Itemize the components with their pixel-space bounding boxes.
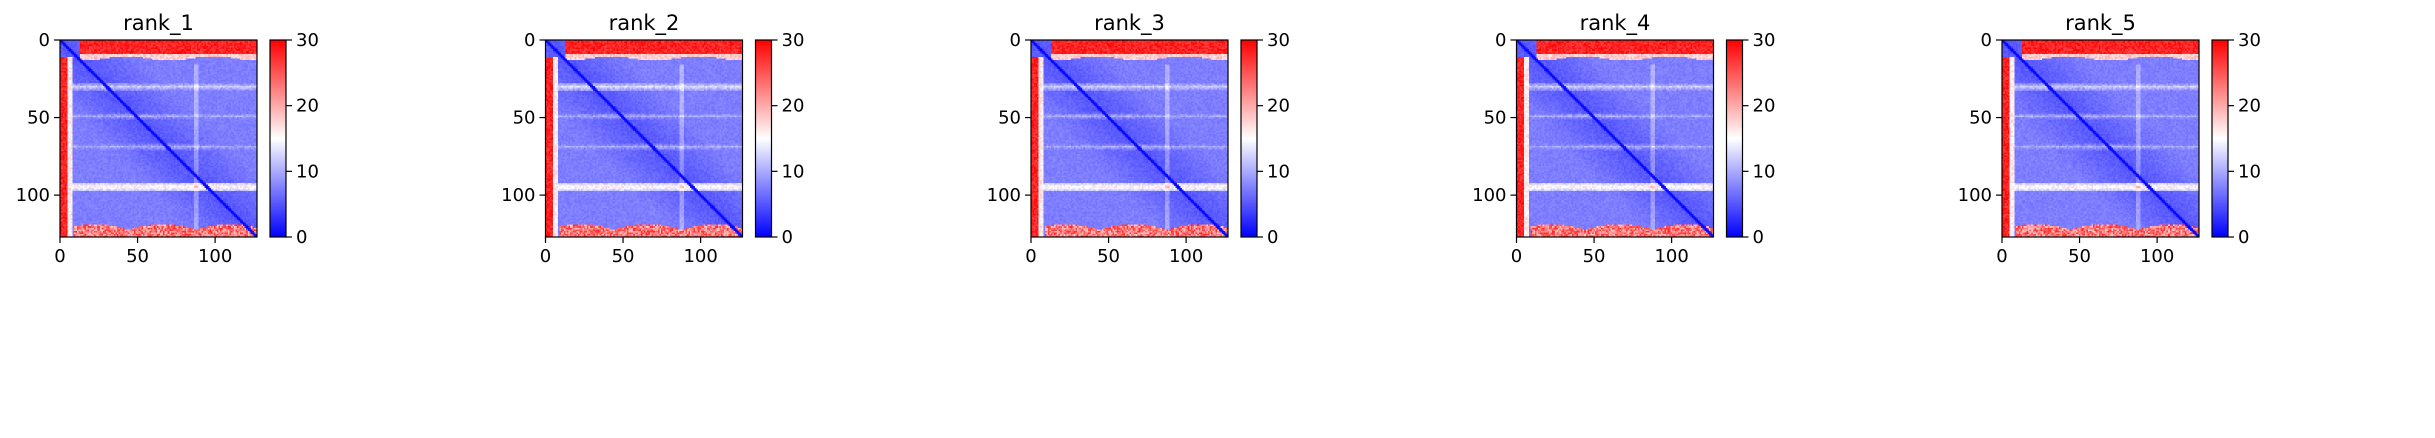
x-tick-label: 100 xyxy=(198,246,232,267)
x-tick-label: 100 xyxy=(683,246,717,267)
axes-frame xyxy=(1515,39,1715,238)
y-tick-label: 50 xyxy=(998,108,1021,129)
x-tick-label: 0 xyxy=(1025,246,1036,267)
axes-frame xyxy=(59,39,258,238)
x-tick-label: 100 xyxy=(1169,246,1203,267)
colorbar-tick-label: 0 xyxy=(296,227,307,248)
colorbar xyxy=(1240,39,1258,238)
y-tick-label: 50 xyxy=(1969,108,1992,129)
axes-frame xyxy=(2001,39,2200,238)
y-tick-label: 50 xyxy=(513,108,536,129)
x-tick-label: 0 xyxy=(1996,246,2007,267)
colorbar-tick-label: 10 xyxy=(1753,161,1776,182)
subplot-2: rank_2 0 50 100 0 50 100 0 10 20 30 xyxy=(501,11,804,267)
y-tick-label: 0 xyxy=(1010,30,1021,51)
colorbar-tick-label: 20 xyxy=(2238,96,2261,117)
y-tick-label: 0 xyxy=(524,30,535,51)
colorbar xyxy=(269,39,287,238)
colorbar-tick-label: 30 xyxy=(2238,30,2261,51)
axes-frame xyxy=(1030,39,1229,238)
colorbar-tick-label: 10 xyxy=(782,161,805,182)
y-tick-label: 0 xyxy=(1495,30,1506,51)
y-tick-label: 100 xyxy=(1958,185,1992,206)
subplot-3: rank_3 0 50 100 0 50 100 0 10 20 30 xyxy=(987,11,1290,267)
y-tick-label: 0 xyxy=(39,30,50,51)
chart-title: rank_5 xyxy=(2065,11,2136,36)
colorbar-tick-label: 30 xyxy=(1753,30,1776,51)
colorbar-tick-label: 20 xyxy=(1267,96,1290,117)
x-tick-label: 0 xyxy=(1511,246,1522,267)
x-tick-label: 100 xyxy=(1654,246,1688,267)
chart-title: rank_4 xyxy=(1580,11,1651,36)
heatmap-image xyxy=(60,40,257,237)
heatmap-image xyxy=(1031,40,1228,237)
y-tick-label: 0 xyxy=(1981,30,1992,51)
x-tick-label: 0 xyxy=(54,246,65,267)
x-tick-label: 50 xyxy=(2068,246,2091,267)
subplot-5: rank_5 0 50 100 0 50 100 0 10 20 30 xyxy=(1958,11,2261,267)
chart-title: rank_2 xyxy=(609,11,680,36)
colorbar-tick-label: 0 xyxy=(1267,227,1278,248)
y-tick-label: 100 xyxy=(16,185,50,206)
subplot-4: rank_4 0 50 100 0 50 100 0 10 20 30 xyxy=(1472,11,1775,267)
heatmap-image xyxy=(545,40,743,237)
colorbar-tick-label: 30 xyxy=(782,30,805,51)
chart-title: rank_3 xyxy=(1094,11,1165,36)
x-tick-label: 50 xyxy=(1583,246,1606,267)
heatmap-image xyxy=(1516,40,1714,237)
y-tick-label: 100 xyxy=(501,185,535,206)
y-tick-label: 100 xyxy=(1472,185,1506,206)
x-tick-label: 100 xyxy=(2140,246,2174,267)
colorbar-tick-label: 10 xyxy=(1267,161,1290,182)
axes-frame xyxy=(544,39,744,238)
colorbar-tick-label: 10 xyxy=(2238,161,2261,182)
heatmap-image xyxy=(2002,40,2199,237)
x-tick-label: 0 xyxy=(540,246,551,267)
x-tick-label: 50 xyxy=(126,246,149,267)
colorbar-tick-label: 0 xyxy=(2238,227,2249,248)
colorbar-tick-label: 20 xyxy=(1753,96,1776,117)
x-tick-label: 50 xyxy=(612,246,635,267)
colorbar-tick-label: 20 xyxy=(296,96,319,117)
colorbar xyxy=(1725,39,1744,238)
colorbar-tick-label: 0 xyxy=(1753,227,1764,248)
y-tick-label: 50 xyxy=(27,108,50,129)
x-tick-label: 50 xyxy=(1097,246,1120,267)
colorbar-tick-label: 10 xyxy=(296,161,319,182)
y-tick-label: 50 xyxy=(1484,108,1507,129)
y-tick-label: 100 xyxy=(987,185,1021,206)
colorbar-tick-label: 20 xyxy=(782,96,805,117)
colorbar-tick-label: 30 xyxy=(296,30,319,51)
colorbar xyxy=(754,39,773,238)
colorbar-tick-label: 0 xyxy=(782,227,793,248)
subplot-1: rank_1 0 50 100 0 50 100 0 10 20 30 xyxy=(16,11,319,267)
colorbar-tick-label: 30 xyxy=(1267,30,1290,51)
chart-title: rank_1 xyxy=(123,11,194,36)
colorbar xyxy=(2211,39,2229,238)
